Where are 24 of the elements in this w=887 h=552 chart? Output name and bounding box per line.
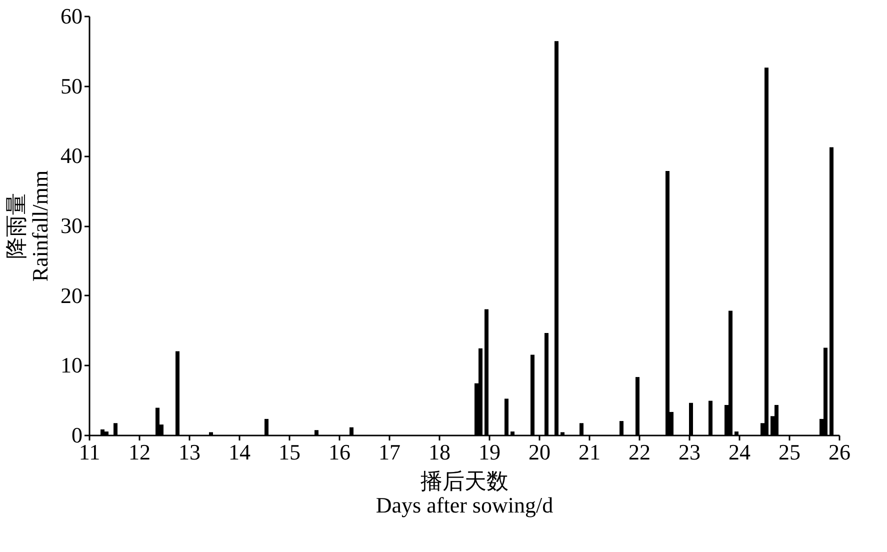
x-tick-label: 25: [778, 440, 800, 464]
x-tick-label: 18: [428, 440, 450, 464]
y-tick-label: 30: [60, 213, 82, 238]
x-tick-label: 21: [578, 440, 600, 464]
x-tick-label: 13: [178, 440, 200, 464]
x-tick-label: 23: [678, 440, 700, 464]
y-axis-title: 降雨量 Rainfall/mm: [4, 170, 52, 282]
x-tick-label: 24: [728, 440, 750, 464]
x-tick-label: 19: [478, 440, 500, 464]
y-tick-label: 60: [60, 4, 82, 28]
x-tick-label: 14: [228, 440, 250, 464]
x-tick-label: 20: [528, 440, 550, 464]
y-tick-label: 20: [60, 282, 82, 308]
x-tick-label: 12: [128, 440, 150, 464]
x-tick-label: 17: [378, 440, 400, 464]
y-tick-label: 0: [72, 422, 82, 448]
x-axis-title: 播后天数 Days after sowing/d: [376, 468, 554, 518]
y-tick-label: 50: [60, 73, 82, 98]
x-tick-label: 26: [828, 440, 850, 464]
y-tick-label: 10: [60, 352, 82, 378]
x-tick-label: 16: [328, 440, 350, 464]
x-tick-label: 15: [278, 440, 300, 464]
y-tick-label: 40: [60, 143, 82, 168]
x-tick-label: 22: [628, 440, 650, 464]
